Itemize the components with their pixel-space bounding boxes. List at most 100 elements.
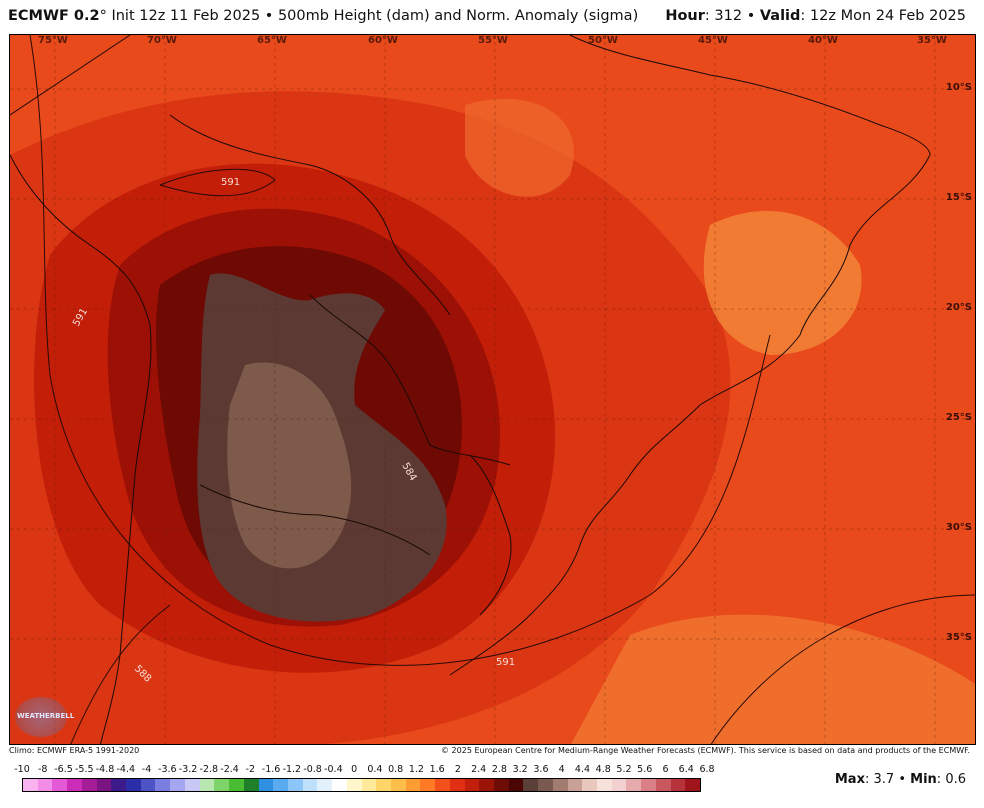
colorbar-tick-label: -0.4 [324,764,343,775]
colorbar-swatch [67,779,82,791]
degree-symbol: ° [99,8,107,24]
colorbar-tick-label: 3.6 [533,764,549,775]
colorbar-tick-label: 2 [454,764,461,775]
colorbar-swatch [229,779,244,791]
contour-south [710,594,975,744]
lon-label-60w: 60°W [368,35,398,46]
colorbar-tick-label: 6.4 [678,764,694,775]
colorbar-swatch [405,779,421,791]
country-border-d [469,454,512,616]
graticule [10,35,975,744]
anomaly-map: 591 591 591 584 588 WEATHERBELL [9,34,976,745]
colorbar-swatch [140,779,156,791]
colorbar-swatch [126,779,141,791]
colorbar-swatch [685,779,701,791]
lat-label-35s: 35°S [945,632,972,643]
model-name: ECMWF 0.2 [8,8,100,24]
colorbar-swatch [155,779,171,791]
colorbar-swatch [435,779,450,791]
lon-label-40w: 40°W [808,35,838,46]
colorbar-tick-label: 5.6 [637,764,653,775]
colorbar-tick-label: -4.4 [116,764,136,775]
colorbar-swatch [96,779,112,791]
colorbar-tick-label: -3.6 [158,764,177,775]
colorbar-tick-label: -4 [141,764,152,775]
colorbar-swatch [317,779,333,791]
logo-text: WEATHERBELL [17,712,75,720]
contour-584 [70,604,171,744]
valid-time: Hour: 312 • Valid: 12z Mon 24 Feb 2025 [665,8,966,24]
colorbar-tick-label: -1.6 [261,764,281,775]
lon-label-70w: 70°W [147,35,177,46]
colorbar-swatch [567,779,583,791]
copyright-note: © 2025 European Centre for Medium-Range … [441,746,970,755]
colorbar-swatch [258,779,274,791]
lat-label-20s: 20°S [945,302,972,313]
colorbar-swatch [611,779,627,791]
core-anomaly-peak [227,362,352,569]
colorbar-tick-label: 1.2 [408,764,424,775]
height-contours [29,35,975,744]
climo-note: Climo: ECMWF ERA-5 1991-2020 [9,746,140,755]
init-time: Init 12z 11 Feb 2025 [111,8,261,24]
valid-value: : 12z Mon 24 Feb 2025 [800,8,966,24]
colorbar-swatch [273,779,288,791]
colorbar-tick-label: -4.8 [95,764,115,775]
colorbar-swatch [464,779,480,791]
south-america-coast [10,35,931,676]
colorbar-tick-label: -1.2 [282,764,302,775]
colorbar-tick-label: -5.5 [74,764,94,775]
colorbar-tick-label: -2.8 [199,764,219,775]
map-header: ECMWF 0.2° Init 12z 11 Feb 2025 • 500mb … [0,0,984,34]
colorbar-tick-label: 5.2 [616,764,632,775]
south-light-zone [571,614,975,744]
maxmin-separator: • [898,772,906,787]
colorbar-swatch [582,779,598,791]
map-canvas: 591 591 591 584 588 [10,35,975,744]
colorbar-tick-label: 0 [351,764,358,775]
colorbar-swatch [184,779,200,791]
lon-label-75w: 75°W [38,35,68,46]
lat-label-25s: 25°S [945,412,972,423]
colorbar-swatch [23,779,38,791]
colorbar-swatch [170,779,185,791]
country-border-b [309,294,511,466]
colorbar-swatch [670,779,686,791]
country-border-a [169,114,451,316]
colorbar-swatch [37,779,53,791]
colorbar-swatch [52,779,68,791]
max-value: 3.7 [873,772,895,787]
colorbar-swatch [361,779,377,791]
map-title: ECMWF 0.2° Init 12z 11 Feb 2025 • 500mb … [8,8,638,24]
colorbar-swatch [243,779,259,791]
lon-label-65w: 65°W [257,35,287,46]
min-label: Min [910,772,937,787]
colorbar-tick-label: 3.2 [512,764,528,775]
colorbar-tick-label: -8 [38,764,48,775]
colorbar-swatch [655,779,671,791]
colorbar-swatch [302,779,318,791]
colorbar-tick-label: -6.5 [54,764,73,775]
contour-label-591-south: 591 [496,657,515,668]
colorbar-swatch [508,779,524,791]
min-value: 0.6 [945,772,966,787]
max-min-readout: Max: 3.7 • Min: 0.6 [834,772,966,787]
colorbar-tick-label: -2.4 [220,764,239,775]
colorbar-swatch [390,779,406,791]
colorbar-swatch [597,779,612,791]
colorbar-ticks: -10 -8 -6.5 -5.5 -4.8 -4.4 -4 -3.6 -3.2 -2.8 -2.4-… [14,764,714,776]
colorbar [22,778,701,792]
colorbar-tick-label: -10 [14,764,30,775]
weatherbell-logo: WEATHERBELL [15,697,74,737]
contour-591-main [29,35,771,666]
colorbar-swatch [449,779,465,791]
title-separator: • [264,8,274,24]
lon-label-55w: 55°W [478,35,508,46]
colorbar-tick-label: 2.4 [471,764,487,775]
colorbar-swatch [332,779,347,791]
product-name: 500mb Height (dam) and Norm. Anomaly (si… [277,8,639,24]
colorbar-tick-label: 0.4 [367,764,383,775]
colorbar-swatch [287,779,303,791]
colorbar-tick-label: 4.8 [595,764,611,775]
colorbar-swatch [199,779,215,791]
